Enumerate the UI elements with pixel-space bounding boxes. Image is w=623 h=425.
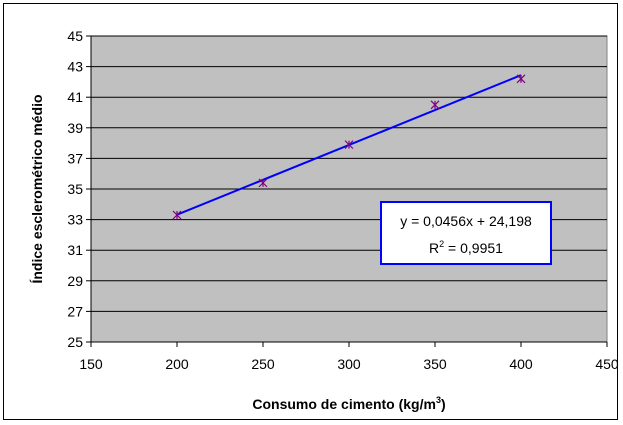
x-axis-title-superscript: 3	[436, 395, 441, 405]
r2-prefix: R	[429, 240, 439, 256]
data-markers	[172, 74, 526, 220]
y-tick-label: 45	[67, 28, 83, 44]
y-tick-label: 35	[67, 181, 83, 197]
y-tick-label: 29	[67, 273, 83, 289]
y-tick-label: 41	[67, 89, 83, 105]
y-axis-title: Índice esclerométrico médio	[29, 94, 45, 283]
y-tick-label: 27	[67, 303, 83, 319]
x-tick-label: 200	[165, 356, 189, 372]
data-point	[172, 210, 182, 220]
y-tick-label: 25	[67, 334, 83, 350]
x-tick-label: 450	[595, 356, 619, 372]
data-point	[344, 140, 354, 150]
x-axis-title-text: Consumo de cimento (kg/m	[252, 396, 436, 412]
y-tick-label: 37	[67, 150, 83, 166]
data-point	[258, 178, 268, 188]
x-tick-label: 300	[337, 356, 361, 372]
data-point	[430, 100, 440, 110]
y-tick-label: 33	[67, 212, 83, 228]
x-tick-label: 350	[423, 356, 447, 372]
x-axis-title: Consumo de cimento (kg/m3)	[252, 395, 445, 412]
y-tick-label: 31	[67, 242, 83, 258]
r-squared-label: R2 = 0,9951	[429, 239, 503, 256]
x-tick-label: 400	[509, 356, 533, 372]
x-tick-label: 150	[79, 356, 103, 372]
x-axis-title-end: )	[441, 396, 446, 412]
tick-labels: 25 27 29 31 33 35 37 39 41 43 45 150 200 250 300 350 400…	[67, 28, 618, 372]
y-tick-label: 43	[67, 59, 83, 75]
r2-superscript: 2	[439, 239, 444, 249]
trendline-equation: y = 0,0456x + 24,198	[400, 213, 532, 229]
equation-box-border	[380, 201, 552, 265]
x-tick-label: 250	[251, 356, 275, 372]
y-tick-label: 39	[67, 120, 83, 136]
equation-box: y = 0,0456x + 24,198 R2 = 0,9951	[380, 201, 552, 265]
r2-value: = 0,9951	[444, 240, 503, 256]
data-point	[516, 74, 526, 84]
